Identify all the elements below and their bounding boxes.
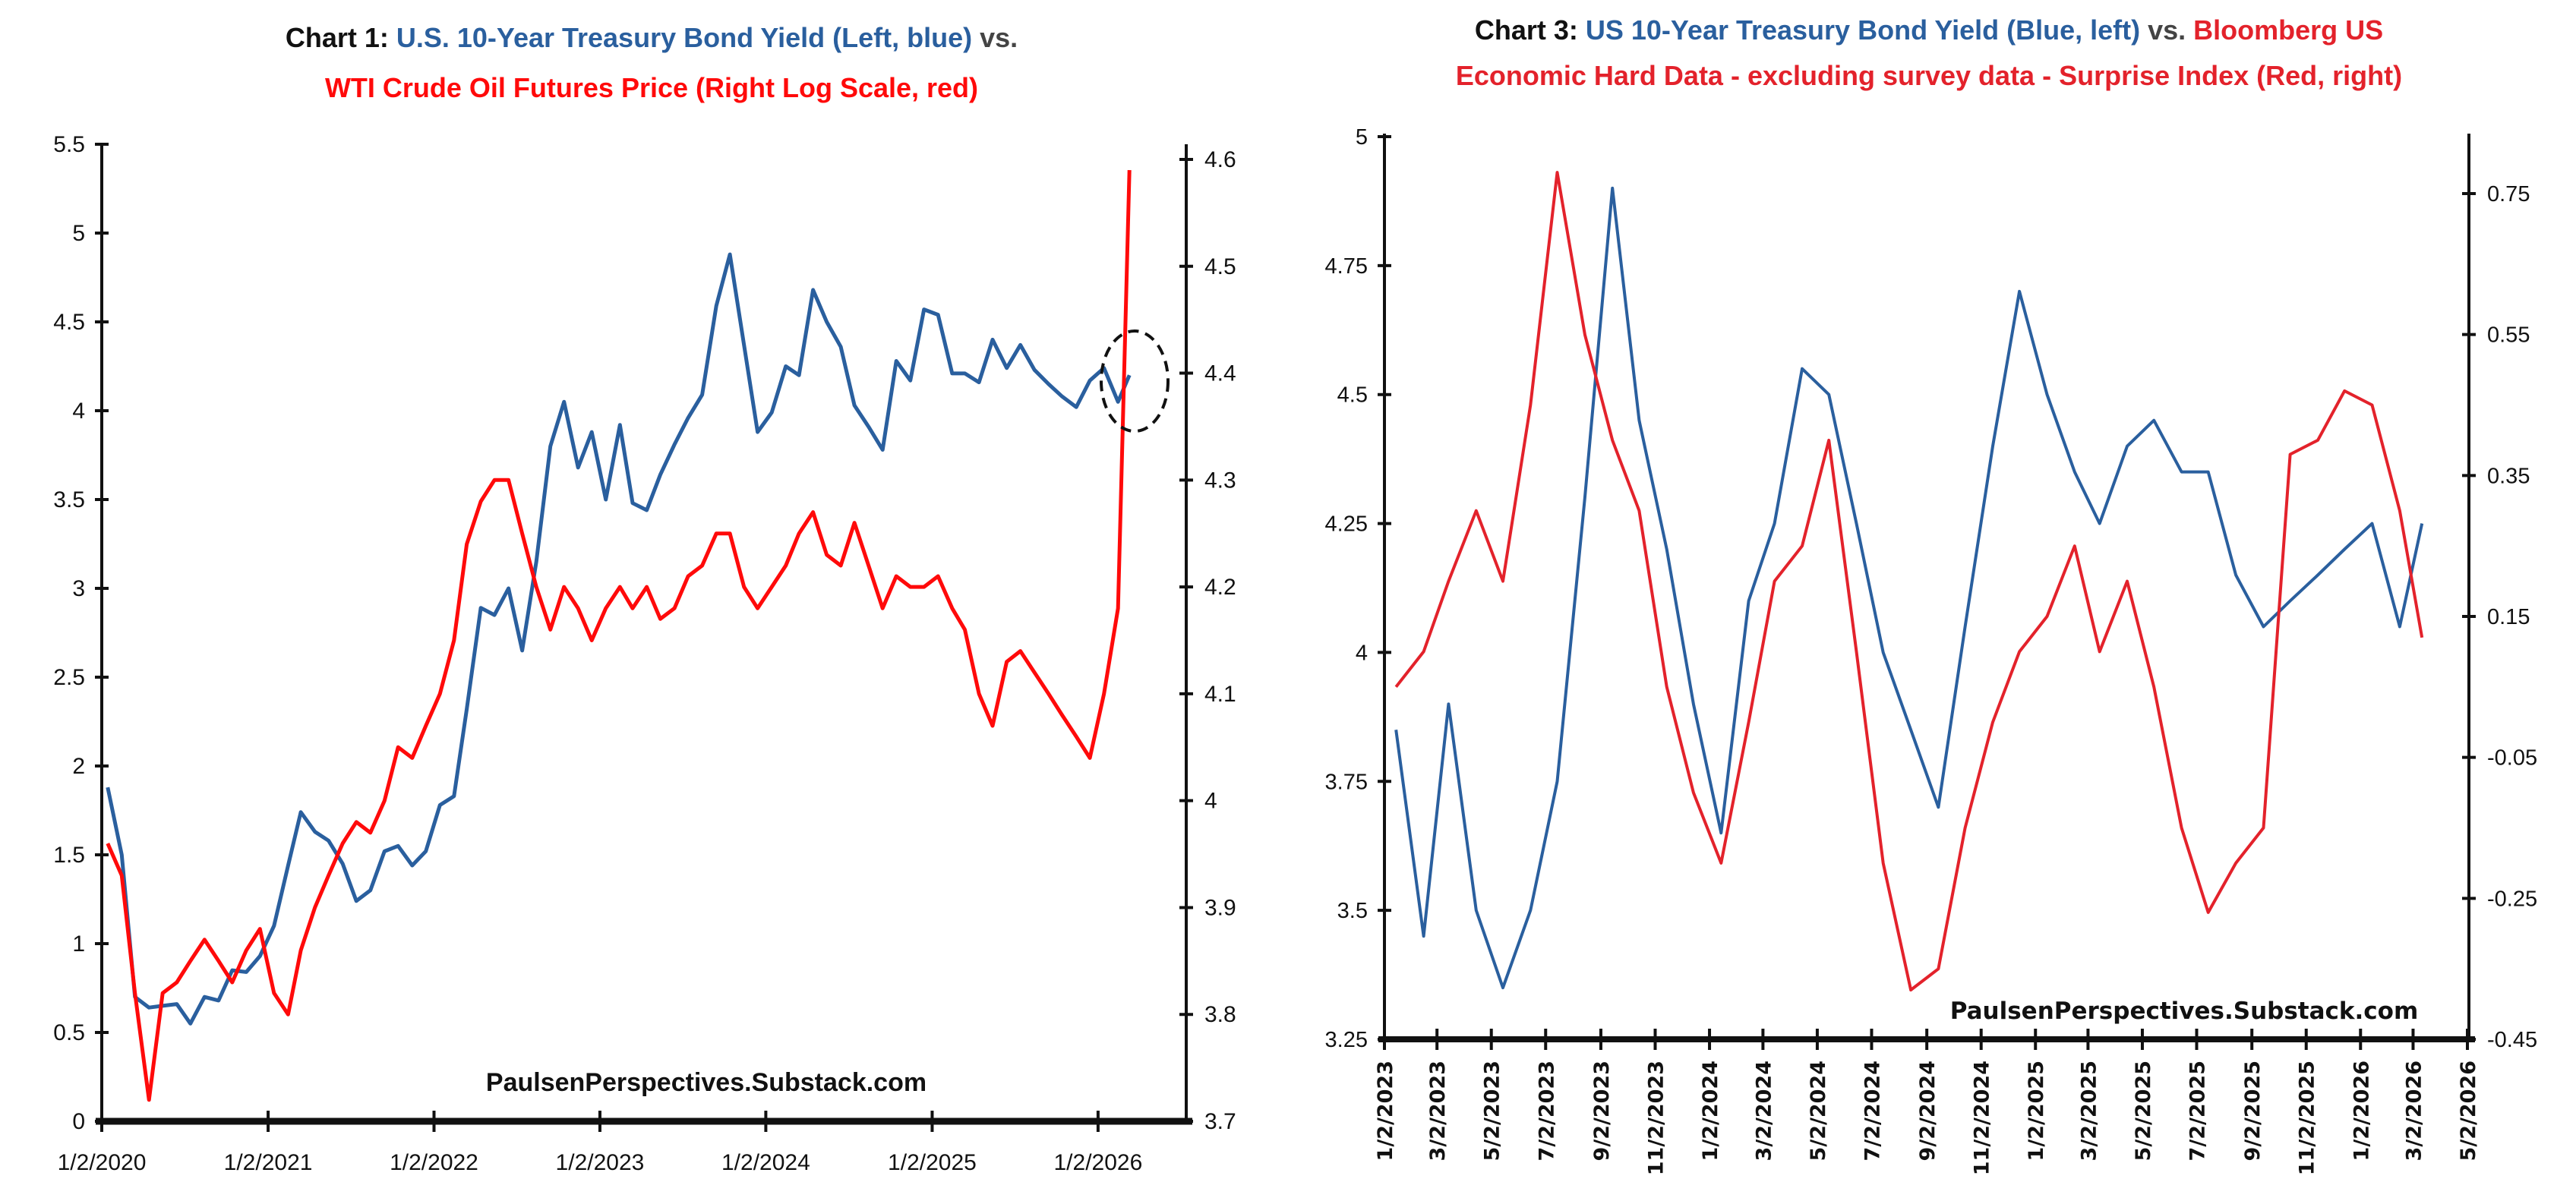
- x-tick-label: 1/2/2022: [390, 1150, 478, 1175]
- chart-1-watermark: PaulsenPerspectives.Substack.com: [486, 1068, 927, 1097]
- right-tick-label: 4.3: [1204, 468, 1236, 493]
- x-tick-label: 5/2/2025: [2132, 1061, 2155, 1161]
- x-tick-label: 5/2/2024: [1807, 1061, 1830, 1161]
- left-tick-label: 5: [72, 221, 85, 246]
- right-tick-label: 3.7: [1204, 1109, 1236, 1134]
- chart-3: Chart 3: US 10-Year Treasury Bond Yield …: [1325, 14, 2538, 1175]
- x-tick-label: 1/2/2021: [224, 1150, 313, 1175]
- x-tick-label: 7/2/2025: [2186, 1061, 2210, 1161]
- chart-3-title-part: Bloomberg US: [2193, 14, 2383, 46]
- x-tick-label: 9/2/2024: [1916, 1061, 1940, 1161]
- chart-3-title-part: US 10-Year Treasury Bond Yield (Blue, le…: [1586, 14, 2140, 46]
- x-tick-label: 1/2/2023: [1374, 1061, 1397, 1161]
- right-tick-label: -0.45: [2487, 1028, 2537, 1052]
- left-tick-label: 4: [1356, 641, 1368, 665]
- x-tick-label: 1/2/2024: [1699, 1061, 1722, 1161]
- right-tick-label: 3.8: [1204, 1002, 1236, 1027]
- right-tick-label: 4.6: [1204, 147, 1236, 172]
- left-tick-label: 1.5: [53, 843, 85, 868]
- right-tick-label: 4.4: [1204, 361, 1236, 386]
- right-tick-label: 0.35: [2487, 464, 2530, 488]
- x-tick-label: 11/2/2025: [2296, 1061, 2319, 1175]
- left-tick-label: 4.5: [53, 310, 85, 335]
- right-tick-label: 4.1: [1204, 682, 1236, 707]
- x-tick-label: 1/2/2020: [58, 1150, 147, 1175]
- right-tick-label: 4.5: [1204, 254, 1236, 279]
- x-tick-label: 1/2/2023: [556, 1150, 645, 1175]
- left-tick-label: 4: [72, 399, 85, 424]
- left-tick-label: 4.25: [1325, 512, 1368, 537]
- left-tick-label: 5.5: [53, 132, 85, 157]
- right-tick-label: -0.25: [2487, 887, 2537, 911]
- chart-1-title: Chart 1: U.S. 10-Year Treasury Bond Yiel…: [286, 22, 1018, 53]
- x-tick-label: 11/2/2023: [1645, 1061, 1668, 1175]
- left-tick-label: 0.5: [53, 1020, 85, 1045]
- chart-1-title-part: vs.: [972, 22, 1018, 53]
- x-tick-label: 5/2/2026: [2457, 1061, 2480, 1161]
- chart-3-title-part: vs.: [2140, 14, 2193, 46]
- right-tick-label: 4: [1204, 789, 1217, 814]
- chart-1: Chart 1: U.S. 10-Year Treasury Bond Yiel…: [53, 22, 1236, 1175]
- chart-1-plot: 0 0.5 1 1.5 2 2.5 3 3.5 4 4.5 5 5.5 3.7 3.8 3.9 4 4.1 4.2…: [53, 132, 1236, 1175]
- chart-3-title: Chart 3: US 10-Year Treasury Bond Yield …: [1475, 14, 2383, 46]
- left-tick-label: 3.5: [1337, 899, 1368, 923]
- chart-1-title-line2: WTI Crude Oil Futures Price (Right Log S…: [325, 72, 978, 103]
- left-tick-label: 3: [72, 576, 85, 601]
- right-tick-label: 3.9: [1204, 895, 1236, 920]
- right-tick-label: 0.75: [2487, 182, 2530, 206]
- chart-3-watermark: PaulsenPerspectives.Substack.com: [1950, 998, 2419, 1025]
- right-tick-label: 0.15: [2487, 605, 2530, 629]
- series-line-right-axis: [106, 170, 1132, 1102]
- left-tick-label: 2: [72, 754, 85, 779]
- series-line-left-axis: [1394, 186, 2424, 990]
- right-tick-label: 4.2: [1204, 575, 1236, 600]
- left-tick-label: 0: [72, 1109, 85, 1134]
- x-tick-label: 3/2/2025: [2077, 1061, 2101, 1161]
- x-tick-label: 1/2/2025: [2025, 1061, 2048, 1161]
- series-line-right-axis: [1394, 171, 2424, 991]
- x-tick-label: 1/2/2026: [2350, 1061, 2373, 1161]
- left-tick-label: 5: [1356, 125, 1368, 150]
- left-tick-label: 4.75: [1325, 254, 1368, 279]
- x-tick-label: 3/2/2024: [1752, 1061, 1776, 1161]
- left-tick-label: 2.5: [53, 665, 85, 690]
- x-tick-label: 1/2/2026: [1054, 1150, 1143, 1175]
- chart-1-title-part: Chart 1:: [286, 22, 396, 53]
- x-tick-label: 9/2/2023: [1590, 1061, 1614, 1161]
- x-tick-label: 3/2/2026: [2402, 1061, 2426, 1161]
- x-tick-label: 5/2/2023: [1481, 1061, 1504, 1161]
- x-tick-label: 9/2/2025: [2241, 1061, 2265, 1161]
- dashed-circle-annotation: [1100, 329, 1170, 433]
- chart-1-title-part: U.S. 10-Year Treasury Bond Yield (Left, …: [396, 22, 972, 53]
- x-tick-label: 1/2/2024: [721, 1150, 810, 1175]
- x-tick-label: 3/2/2023: [1426, 1061, 1450, 1161]
- x-tick-label: 1/2/2025: [888, 1150, 977, 1175]
- x-tick-label: 7/2/2024: [1861, 1061, 1884, 1161]
- right-tick-label: -0.05: [2487, 746, 2537, 771]
- series-line-left-axis: [106, 252, 1132, 1026]
- left-tick-label: 4.5: [1337, 383, 1368, 408]
- left-tick-label: 1: [72, 931, 85, 957]
- x-tick-label: 11/2/2024: [1971, 1061, 1994, 1175]
- left-tick-label: 3.75: [1325, 770, 1368, 794]
- left-tick-label: 3.25: [1325, 1028, 1368, 1052]
- left-tick-label: 3.5: [53, 487, 85, 512]
- chart-3-title-line2: Economic Hard Data - excluding survey da…: [1456, 60, 2402, 91]
- chart-3-plot: 3.25 3.5 3.75 4 4.25 4.5 4.75 5 -0.45 -0.25 -0.05 0…: [1325, 125, 2538, 1175]
- x-tick-label: 7/2/2023: [1535, 1061, 1558, 1161]
- chart-3-title-part: Chart 3:: [1475, 14, 1586, 46]
- right-tick-label: 0.55: [2487, 323, 2530, 348]
